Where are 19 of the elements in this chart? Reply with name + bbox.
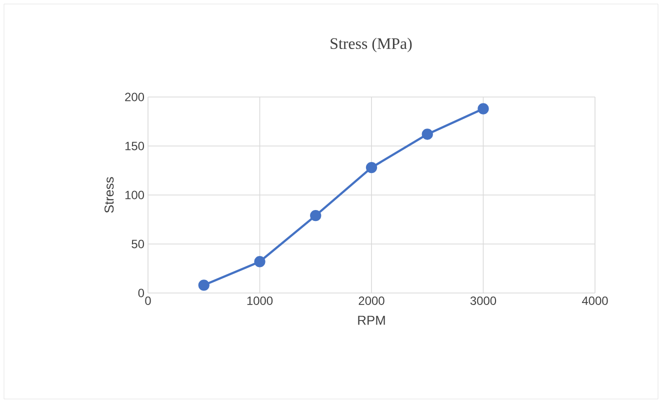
y-tick-label: 0 [138, 288, 144, 298]
y-tick-label: 150 [125, 142, 144, 150]
x-tick-label: 4000 [582, 296, 608, 305]
chart-title: Stress (MPa) [330, 38, 412, 52]
point [254, 256, 266, 268]
x-axis-title: RPM [358, 316, 385, 325]
point [366, 162, 378, 174]
point [198, 280, 210, 291]
y-axis-title: Stress [104, 177, 114, 213]
x-tick-label: 0 [145, 296, 151, 305]
y-tick-label: 200 [125, 92, 144, 102]
y-tick-label: 100 [125, 190, 144, 200]
y-tick-label: 50 [132, 240, 144, 248]
point [478, 103, 489, 114]
x-tick-label: 2000 [358, 296, 384, 305]
x-tick-label: 1000 [247, 296, 273, 305]
x-tick-label: 3000 [470, 296, 496, 305]
point [422, 128, 433, 140]
point [310, 210, 322, 222]
